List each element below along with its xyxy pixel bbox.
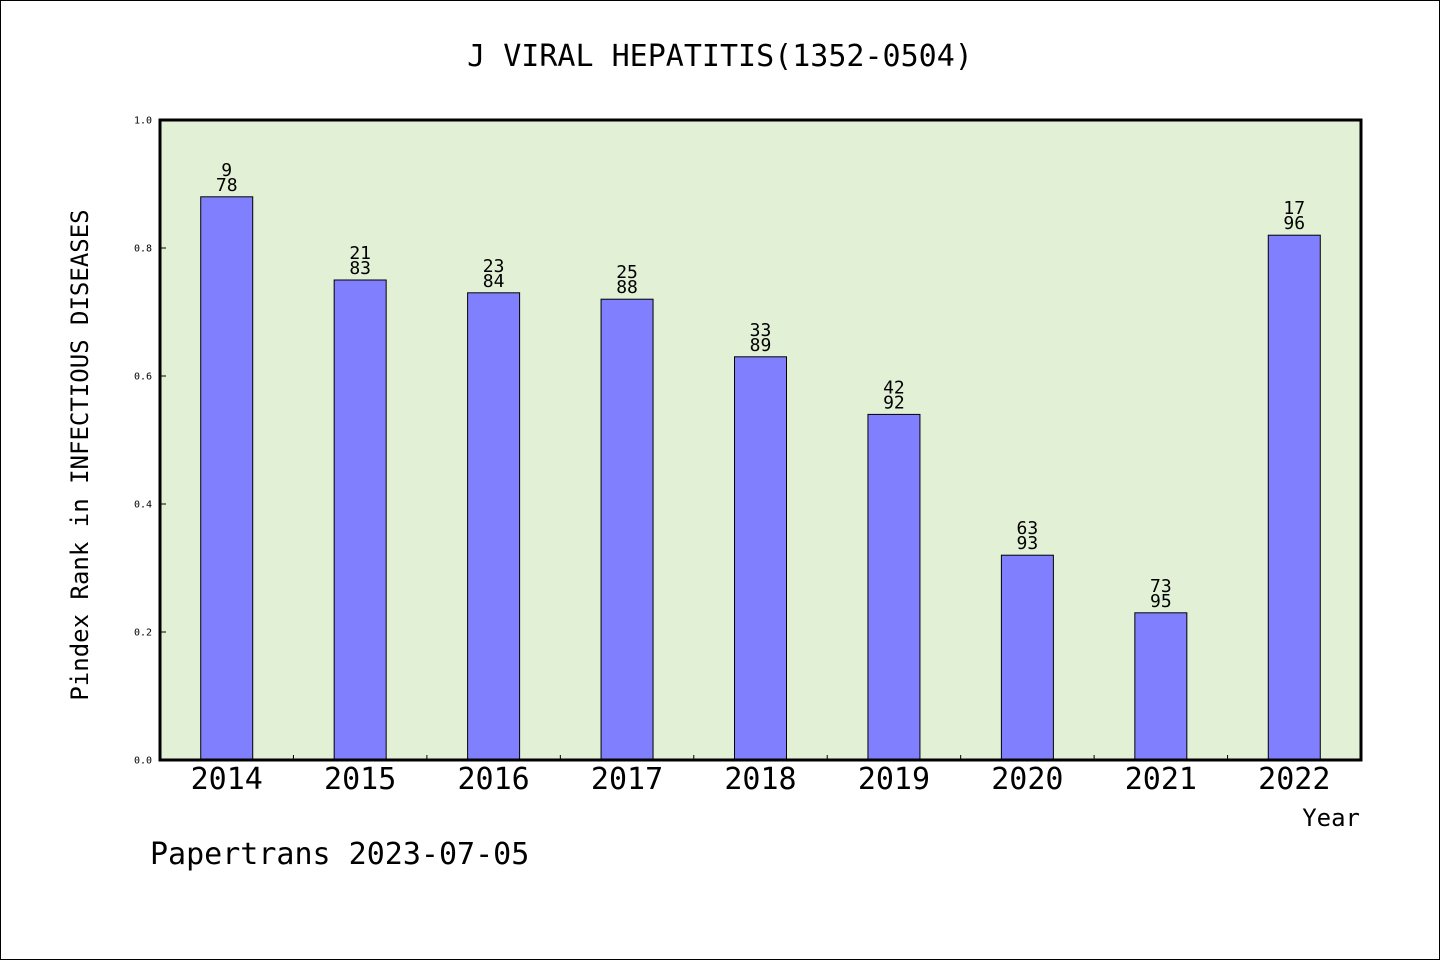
bar-label-top: 21 xyxy=(349,243,371,264)
chart-title: J VIRAL HEPATITIS(1352-0504) xyxy=(467,39,973,74)
bar-label-top: 42 xyxy=(883,377,905,398)
x-tick-label: 2020 xyxy=(991,762,1063,797)
x-tick-label: 2017 xyxy=(591,762,663,797)
y-tick-label: 0.6 xyxy=(134,372,152,383)
bar-label-bottom: 96 xyxy=(1283,213,1305,234)
x-tick-label: 2022 xyxy=(1258,762,1330,797)
bar xyxy=(1267,234,1321,761)
bar-label-bottom: 84 xyxy=(483,271,505,292)
bar xyxy=(1134,612,1188,761)
x-tick-label: 2015 xyxy=(324,762,396,797)
bar xyxy=(200,196,254,761)
bar-label-bottom: 88 xyxy=(616,277,638,298)
bar-label-top: 23 xyxy=(483,256,505,277)
x-tick-label: 2018 xyxy=(724,762,796,797)
y-axis-label: Pindex Rank in INFECTIOUS DISEASES xyxy=(66,209,94,700)
plot-border xyxy=(158,118,1363,762)
bar-series xyxy=(200,196,1321,761)
bar-label-top: 17 xyxy=(1283,198,1305,219)
y-tick-label: 0.2 xyxy=(134,628,152,639)
y-tick-label: 0.0 xyxy=(134,756,152,767)
bar xyxy=(600,298,654,761)
x-tick-label: 2014 xyxy=(191,762,263,797)
bar-label-top: 73 xyxy=(1150,576,1172,597)
bar-label-bottom: 93 xyxy=(1017,533,1039,554)
bar xyxy=(867,413,921,761)
x-tick-label: 2019 xyxy=(858,762,930,797)
bar-label-bottom: 92 xyxy=(883,392,905,413)
bar-label-bottom: 83 xyxy=(349,258,371,279)
footer-text: Papertrans 2023-07-05 xyxy=(150,837,529,872)
bar-label-bottom: 95 xyxy=(1150,591,1172,612)
bar xyxy=(467,292,521,761)
bar-label-bottom: 78 xyxy=(216,175,238,196)
bar-label-top: 25 xyxy=(616,262,638,283)
x-axis-label: Year xyxy=(1302,804,1360,832)
bar xyxy=(1000,554,1054,761)
bar-label-top: 33 xyxy=(750,320,772,341)
bar xyxy=(734,356,787,761)
y-tick-label: 1.0 xyxy=(134,116,152,127)
bar-label-top: 9 xyxy=(221,160,232,181)
y-tick-label: 0.4 xyxy=(134,500,152,511)
y-tick-label: 0.8 xyxy=(134,244,152,255)
x-tick-label: 2021 xyxy=(1125,762,1197,797)
bar xyxy=(333,279,387,761)
x-axis: 2014 2015 2016 2017 2018 2019 2020 2021 2022 xyxy=(191,755,1330,797)
x-tick-label: 2016 xyxy=(457,762,529,797)
bar-label-top: 63 xyxy=(1017,518,1039,539)
bar-label-bottom: 89 xyxy=(750,335,772,356)
